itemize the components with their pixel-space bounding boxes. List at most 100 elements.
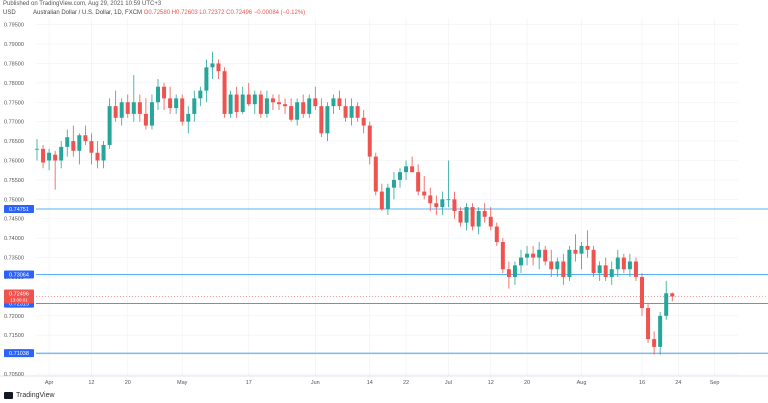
candle-body [295,102,300,120]
candle-body [422,191,427,196]
candle-body [162,86,167,99]
candle-body [591,249,596,274]
candle-body [519,257,523,266]
candle [646,304,651,343]
candle-body [512,265,517,277]
candle [53,150,58,190]
candle-body [264,98,269,114]
candle [65,129,70,157]
candle-body [543,249,548,262]
y-tick-label: 0.76000 [4,159,24,165]
candle [355,102,360,122]
candle [125,94,130,118]
level-tag: 0.71038 [4,349,34,358]
x-tick-label: 20 [524,380,530,386]
candle-body [573,249,578,254]
candle-body [470,207,475,227]
candle-body [361,117,366,126]
candle-body [149,102,154,126]
candle-body [567,249,572,277]
symbol-legend: Australian Dollar / U.S. Dollar, 1D, FXC… [33,10,305,16]
candle-body [35,148,39,150]
candle-body [313,98,318,107]
candle [531,245,536,266]
candle [228,90,233,118]
candle-body [47,152,52,161]
candle [246,82,251,107]
candle-body [379,191,384,210]
x-tick-label: May [177,380,188,386]
candle-body [416,172,421,192]
candles [35,51,675,355]
grid [36,18,738,376]
candle [47,148,52,171]
candle-body [585,245,590,250]
candle-body [561,261,566,277]
candle [482,203,487,223]
candle [71,125,76,157]
x-axis-labels: Apr 12 20 May 17 Jun 14 22 Jul 12 20 Aug 16 24 Sep [45,380,720,386]
x-tick-label: 16 [639,380,645,386]
candle-body [452,199,457,211]
candle-body [367,125,372,157]
level-tag: 0.74751 [4,204,34,213]
candle-body [331,98,336,107]
candle [633,257,638,281]
level-tag-box [4,349,34,358]
candle [137,94,142,122]
horizontal-levels [36,208,768,354]
candle-body [180,98,185,122]
candle [506,261,511,289]
candle-body [192,98,197,114]
candle-body [391,179,396,188]
candle-body [198,90,203,99]
candle [670,292,675,302]
candle [89,133,94,165]
candle-body [156,86,160,103]
candle [609,261,614,285]
candle [349,98,354,126]
level-tag-label: 0.72315 [9,302,29,308]
candle-body [597,265,602,274]
candle [149,94,154,130]
candle-body [252,94,257,105]
candle-body [398,172,402,180]
candle-body [640,276,644,309]
candle [567,245,572,281]
candle [416,164,421,196]
candle [458,207,463,227]
candle [270,94,275,111]
candle [131,75,136,122]
candle-body [95,152,100,161]
candle-body [77,135,82,151]
candle-body [89,141,94,153]
candle-body [434,203,439,208]
price-tags: 0.74751 0.73064 0.72315 0.71038 0.7249613:00… [4,204,34,358]
candle-body [506,269,511,277]
x-tick-label: Sep [710,380,720,386]
last-price-label: 0.72496 [9,292,29,298]
x-tick-label: Aug [577,380,587,386]
level-tag: 0.73064 [4,270,34,279]
candle [603,257,608,281]
candle [307,94,312,118]
candle-body [428,195,433,204]
candle-body [525,253,530,258]
candle [434,195,439,215]
candle [83,125,88,145]
candle [301,94,306,118]
candle [192,90,197,122]
brand-name: TradingView [16,392,55,399]
candle [652,331,657,355]
candle-body [555,261,560,270]
y-tick-label: 0.78500 [4,61,24,67]
x-tick-label: 20 [125,380,131,386]
candle [373,152,378,196]
x-tick-label: Apr [45,380,54,386]
level-tag-label: 0.73064 [9,273,29,279]
candle [561,253,566,285]
y-tick-label: 0.74000 [4,236,24,242]
candle [174,94,179,114]
